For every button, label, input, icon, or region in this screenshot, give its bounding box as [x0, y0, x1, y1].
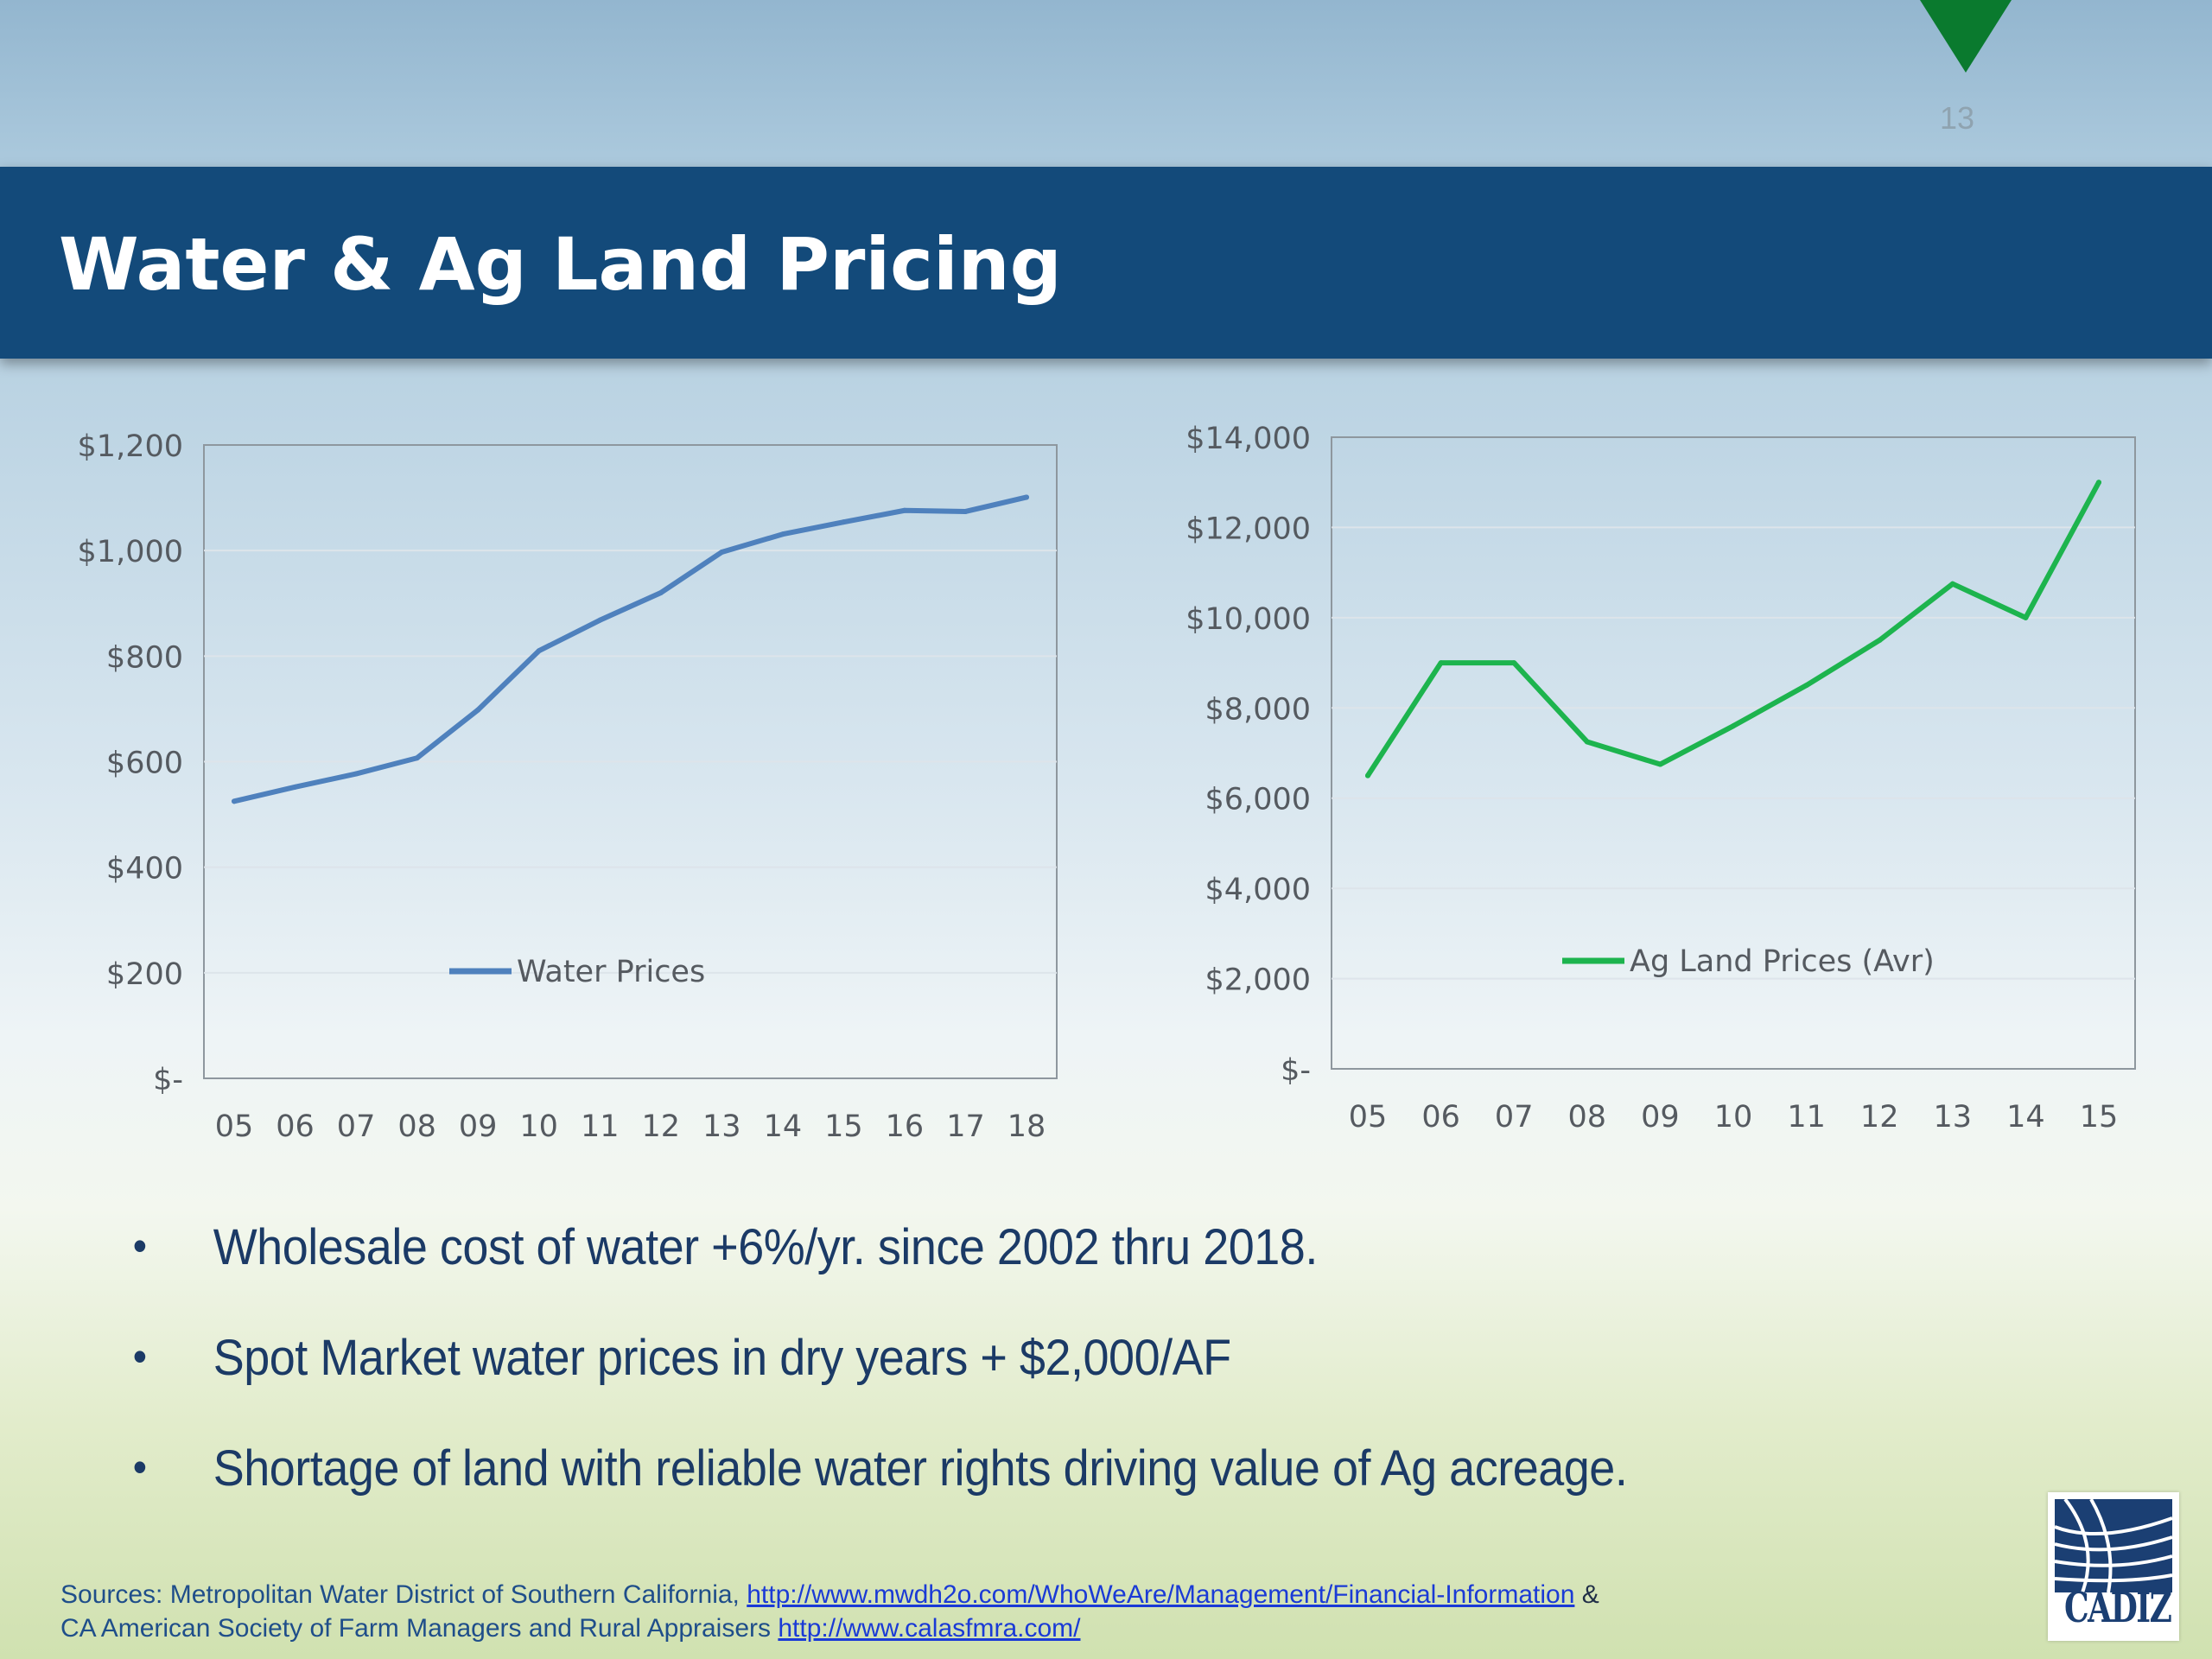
x-tick-label: 06	[276, 1109, 315, 1144]
sources-footnote: Sources: Metropolitan Water District of …	[60, 1578, 1599, 1645]
bullet-text: Spot Market water prices in dry years + …	[213, 1330, 1231, 1386]
y-tick-label: $2,000	[1205, 963, 1311, 998]
x-tick-label: 15	[2080, 1100, 2119, 1135]
cadiz-logo: CADIZ	[2048, 1492, 2179, 1641]
data-point	[779, 531, 785, 537]
x-tick-label: 13	[1934, 1100, 1973, 1135]
mwd-link[interactable]: http://www.mwdh2o.com/WhoWeAre/Managemen…	[747, 1580, 1575, 1609]
x-tick-label: 07	[337, 1109, 376, 1144]
bullet-dot: •	[132, 1222, 147, 1270]
bullet-item: • Wholesale cost of water +6%/yr. since …	[130, 1222, 1897, 1273]
data-point	[232, 798, 237, 804]
y-tick-label: $200	[106, 957, 183, 992]
legend-label: Water Prices	[517, 955, 705, 989]
y-tick-label: $10,000	[1185, 602, 1311, 637]
x-tick-label: 12	[641, 1109, 680, 1144]
legend-label: Ag Land Prices (Avr)	[1630, 944, 1935, 979]
data-point	[658, 590, 664, 596]
y-tick-label: $1,200	[78, 429, 183, 464]
data-point	[597, 617, 603, 623]
x-tick-label: 08	[1568, 1100, 1607, 1135]
data-point	[292, 784, 298, 790]
cadiz-logo-mark-icon	[2054, 1497, 2173, 1593]
x-tick-label: 05	[215, 1109, 254, 1144]
x-tick-label: 10	[519, 1109, 558, 1144]
y-tick-label: $800	[106, 640, 183, 675]
data-point	[1731, 723, 1736, 729]
y-tick-label: $8,000	[1205, 692, 1311, 727]
corner-triangle-icon	[1920, 0, 2012, 73]
water-prices-chart-svg: $- $200 $400 $600 $800 $1,000 $1,200 05 06 07 08 09…	[78, 429, 1058, 1144]
x-tick-label: 10	[1714, 1100, 1753, 1135]
bullet-text: Shortage of land with reliable water rig…	[213, 1440, 1628, 1497]
bullet-text: Wholesale cost of water +6%/yr. since 20…	[213, 1219, 1319, 1275]
sources-line-2: CA American Society of Farm Managers and…	[60, 1611, 1599, 1645]
data-point	[1877, 637, 1883, 643]
data-point	[1024, 494, 1029, 500]
data-point	[475, 707, 481, 713]
x-tick-label: 15	[824, 1109, 863, 1144]
x-tick-label: 05	[1349, 1100, 1388, 1135]
water-prices-chart: $- $200 $400 $600 $800 $1,000 $1,200 05 06 07 08 09…	[35, 415, 1071, 1162]
sources-prefix-2: CA American Society of Farm Managers and…	[60, 1614, 772, 1643]
data-point	[841, 519, 847, 525]
data-point	[1511, 660, 1517, 666]
ag-land-prices-chart-svg: $- $2,000 $4,000 $6,000 $8,000 $10,000 $12,000…	[1185, 422, 2136, 1135]
y-tick-label: $600	[106, 747, 183, 781]
bullet-item: • Spot Market water prices in dry years …	[130, 1330, 1897, 1386]
bullet-dot: •	[132, 1332, 147, 1381]
data-point	[1584, 739, 1590, 745]
x-tick-label: 11	[1787, 1100, 1826, 1135]
data-point	[719, 549, 725, 555]
data-point	[2096, 480, 2101, 486]
x-tick-label: 07	[1495, 1100, 1534, 1135]
x-tick-label: 06	[1421, 1100, 1460, 1135]
y-tick-label: $400	[106, 852, 183, 887]
x-tick-label: 09	[1641, 1100, 1680, 1135]
data-point	[353, 771, 359, 777]
logo-text: CADIZ	[2064, 1584, 2172, 1632]
sources-line-1: Sources: Metropolitan Water District of …	[60, 1578, 1599, 1611]
data-point	[414, 755, 420, 761]
data-point	[1365, 772, 1370, 779]
bullet-item: • Shortage of land with reliable water r…	[130, 1443, 1897, 1494]
sources-prefix-1: Sources: Metropolitan Water District of …	[60, 1580, 740, 1609]
slide-title: Water & Ag Land Pricing	[59, 222, 1062, 307]
data-point	[536, 648, 542, 654]
calasfmra-link[interactable]: http://www.calasfmra.com/	[778, 1614, 1081, 1643]
x-tick-label: 11	[581, 1109, 620, 1144]
y-tick-label: $12,000	[1185, 512, 1311, 546]
x-tick-label: 16	[886, 1109, 925, 1144]
page-number: 13	[1939, 100, 1975, 136]
data-point	[1657, 761, 1663, 767]
x-tick-label: 14	[2006, 1100, 2045, 1135]
y-tick-label: $4,000	[1205, 873, 1311, 907]
x-tick-label: 08	[397, 1109, 436, 1144]
ag-land-prices-chart: $- $2,000 $4,000 $6,000 $8,000 $10,000 $12,000…	[1141, 415, 2177, 1162]
x-tick-label: 12	[1860, 1100, 1899, 1135]
title-band: Water & Ag Land Pricing	[0, 167, 2212, 359]
y-tick-label: $14,000	[1185, 422, 1311, 456]
bullet-list: • Wholesale cost of water +6%/yr. since …	[130, 1222, 2031, 1554]
series-line	[232, 494, 1029, 804]
y-tick-label: $6,000	[1205, 783, 1311, 817]
x-tick-label: 09	[459, 1109, 498, 1144]
data-point	[2023, 614, 2029, 620]
sources-ampersand: &	[1581, 1580, 1599, 1609]
data-point	[901, 507, 907, 513]
x-tick-label: 17	[946, 1109, 985, 1144]
y-tick-label: $-	[1281, 1053, 1311, 1088]
data-point	[1949, 581, 1955, 587]
data-point	[963, 508, 969, 514]
x-tick-label: 13	[702, 1109, 741, 1144]
plot-area-frame	[1331, 436, 2136, 1070]
series-line	[1365, 480, 2101, 779]
bullet-dot: •	[132, 1443, 147, 1491]
y-tick-label: $-	[153, 1063, 183, 1097]
y-tick-label: $1,000	[78, 535, 183, 569]
x-tick-label: 18	[1007, 1109, 1046, 1144]
data-point	[1438, 660, 1444, 666]
data-point	[1803, 683, 1809, 689]
x-tick-label: 14	[764, 1109, 803, 1144]
